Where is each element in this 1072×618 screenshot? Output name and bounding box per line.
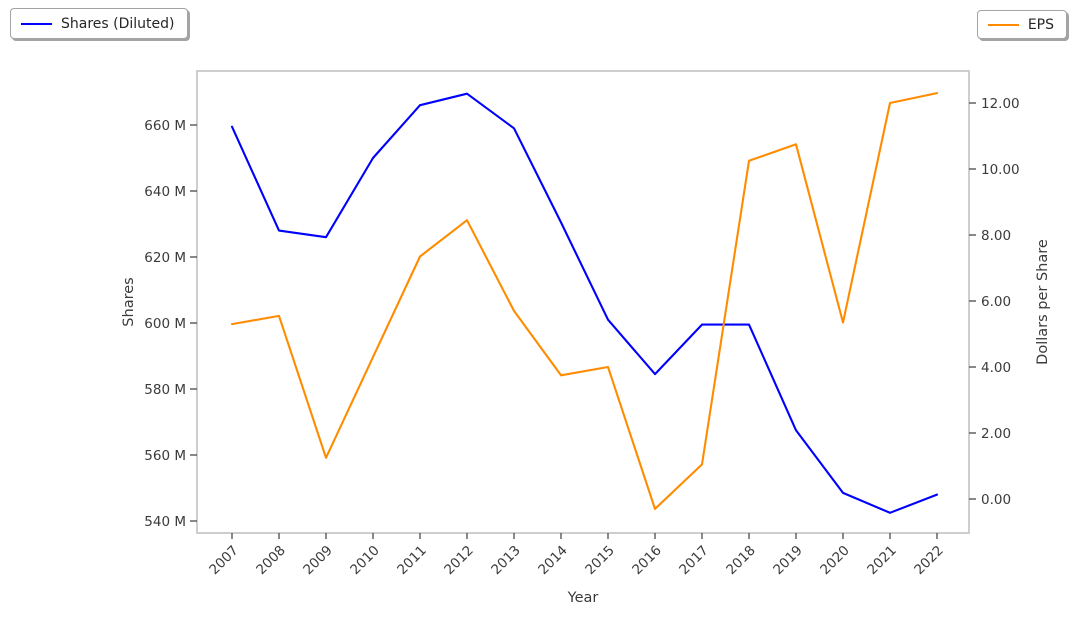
left-tick-label: 540 M: [144, 514, 186, 530]
shares-line-swatch-icon: [21, 22, 52, 25]
legend-shares-diluted: Shares (Diluted): [10, 8, 188, 39]
x-tick-label: 2022: [911, 543, 947, 579]
x-tick-label: 2008: [253, 543, 289, 579]
x-axis-label: Year: [567, 590, 599, 606]
shares-diluted-line: [230, 92, 939, 514]
x-tick-label: 2016: [629, 543, 665, 579]
right-tick-label: 4.00: [981, 360, 1011, 376]
legend-shares-label: Shares (Diluted): [61, 15, 175, 32]
left-tick-label: 640 M: [144, 184, 186, 200]
eps-line-swatch-icon: [987, 23, 1019, 26]
left-tick-label: 660 M: [144, 118, 186, 134]
x-tick-label: 2009: [300, 543, 336, 579]
right-tick-label: 12.00: [981, 96, 1020, 112]
left-tick-label: 600 M: [144, 316, 186, 332]
y-axis-label-right: Dollars per Share: [1035, 239, 1051, 365]
x-tick-label: 2019: [770, 543, 806, 579]
left-tick-label: 620 M: [144, 250, 186, 266]
left-tick-label: 580 M: [144, 382, 186, 398]
x-tick-label: 2020: [817, 543, 853, 579]
right-tick-label: 8.00: [981, 228, 1011, 244]
right-tick-label: 0.00: [981, 492, 1011, 508]
plot-frame: [196, 70, 970, 534]
x-tick-label: 2018: [723, 543, 759, 579]
right-tick-label: 2.00: [981, 426, 1011, 442]
x-tick-label: 2014: [535, 543, 571, 579]
x-tick-label: 2017: [676, 543, 712, 579]
right-tick-label: 10.00: [981, 162, 1020, 178]
legend-eps: EPS: [976, 10, 1067, 39]
x-tick-label: 2010: [347, 543, 383, 579]
x-tick-label: 2013: [488, 543, 524, 579]
x-tick-label: 2007: [206, 543, 242, 579]
x-tick-label: 2015: [582, 543, 618, 579]
right-tick-label: 6.00: [981, 294, 1011, 310]
legend-eps-label: EPS: [1027, 16, 1054, 33]
x-tick-label: 2011: [394, 543, 430, 579]
x-tick-label: 2021: [864, 543, 900, 579]
x-tick-label: 2012: [441, 543, 477, 579]
y-axis-label-left: Shares: [121, 277, 137, 327]
left-tick-label: 560 M: [144, 448, 186, 464]
eps-line: [230, 92, 939, 510]
